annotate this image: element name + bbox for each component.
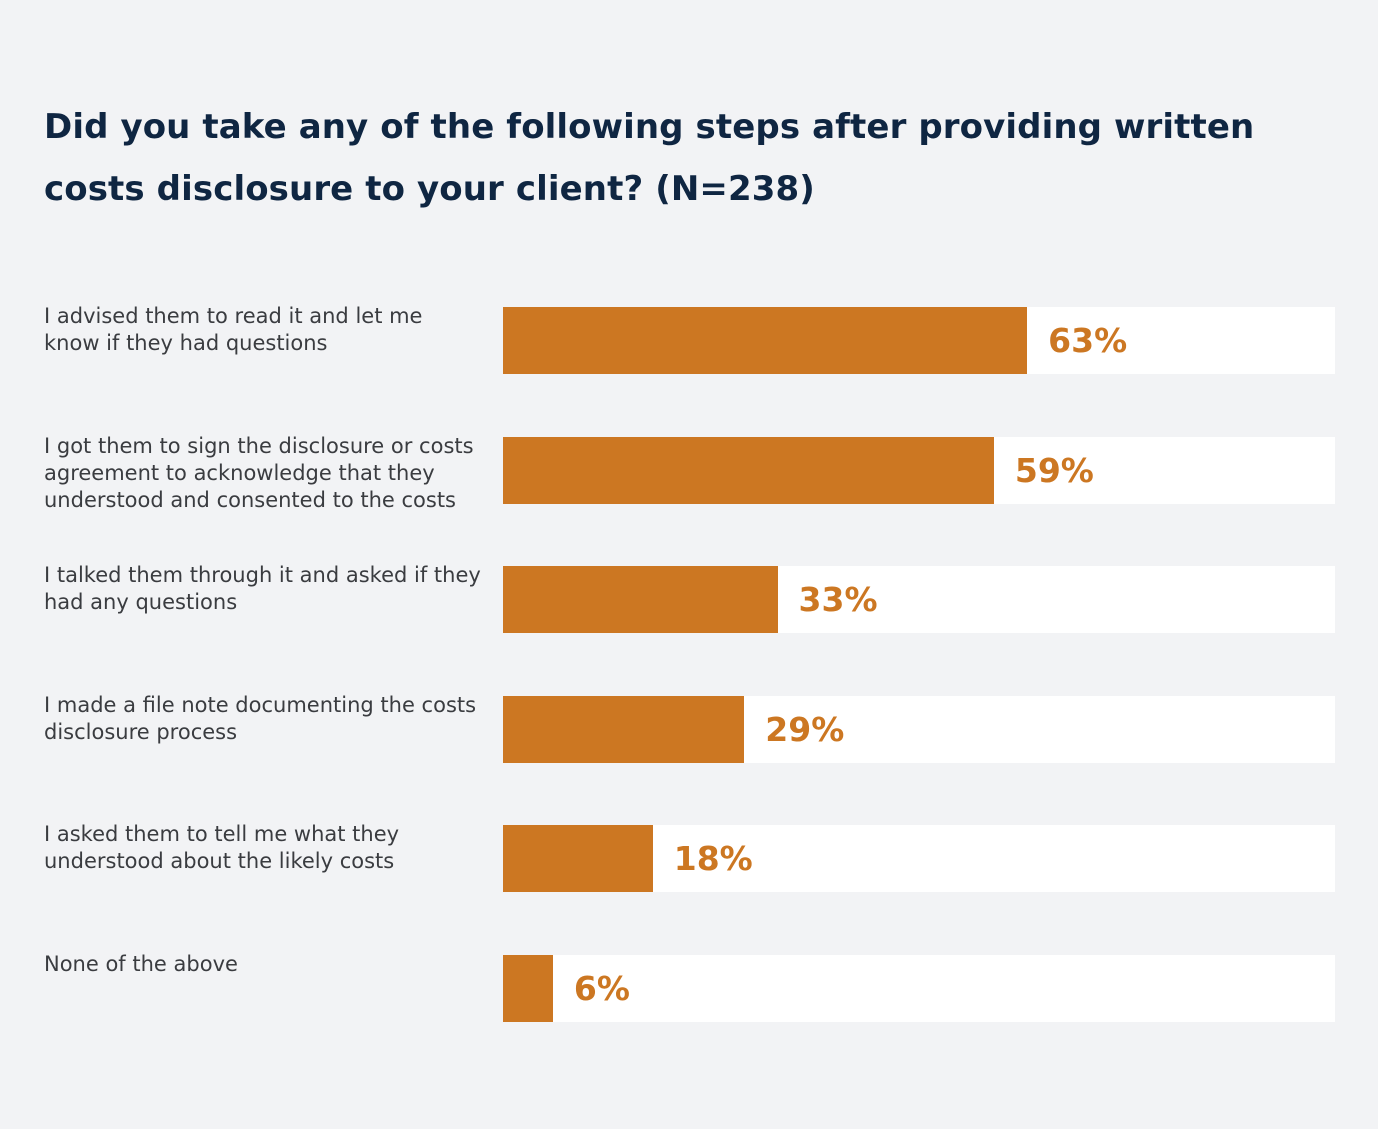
bar <box>503 437 994 504</box>
value-label: 18% <box>673 839 753 878</box>
value-label: 6% <box>573 969 630 1008</box>
bar <box>503 307 1028 374</box>
value-label: 63% <box>1048 321 1128 360</box>
value-label: 59% <box>1014 451 1094 490</box>
category-label: I talked them through it and asked if th… <box>44 563 481 614</box>
bar-track: 29% <box>503 696 1335 763</box>
bar <box>503 696 745 763</box>
category-label: I asked them to tell me what they unders… <box>44 822 400 873</box>
bar <box>503 955 553 1022</box>
category-label: I advised them to read it and let me kno… <box>44 304 423 355</box>
bar <box>503 825 653 892</box>
chart-title: Did you take any of the following steps … <box>44 107 1255 209</box>
bar <box>503 566 778 633</box>
bar-track: 18% <box>503 825 1335 892</box>
value-label: 29% <box>765 710 845 749</box>
category-label: None of the above <box>44 952 238 976</box>
bar-track: 33% <box>503 566 1335 633</box>
category-label: I made a file note documenting the costs… <box>44 693 477 744</box>
bar-track: 59% <box>503 437 1335 504</box>
category-label: I got them to sign the disclosure or cos… <box>44 434 474 512</box>
value-label: 33% <box>798 580 878 619</box>
bar-track: 6% <box>503 955 1335 1022</box>
bar-track: 63% <box>503 307 1335 374</box>
